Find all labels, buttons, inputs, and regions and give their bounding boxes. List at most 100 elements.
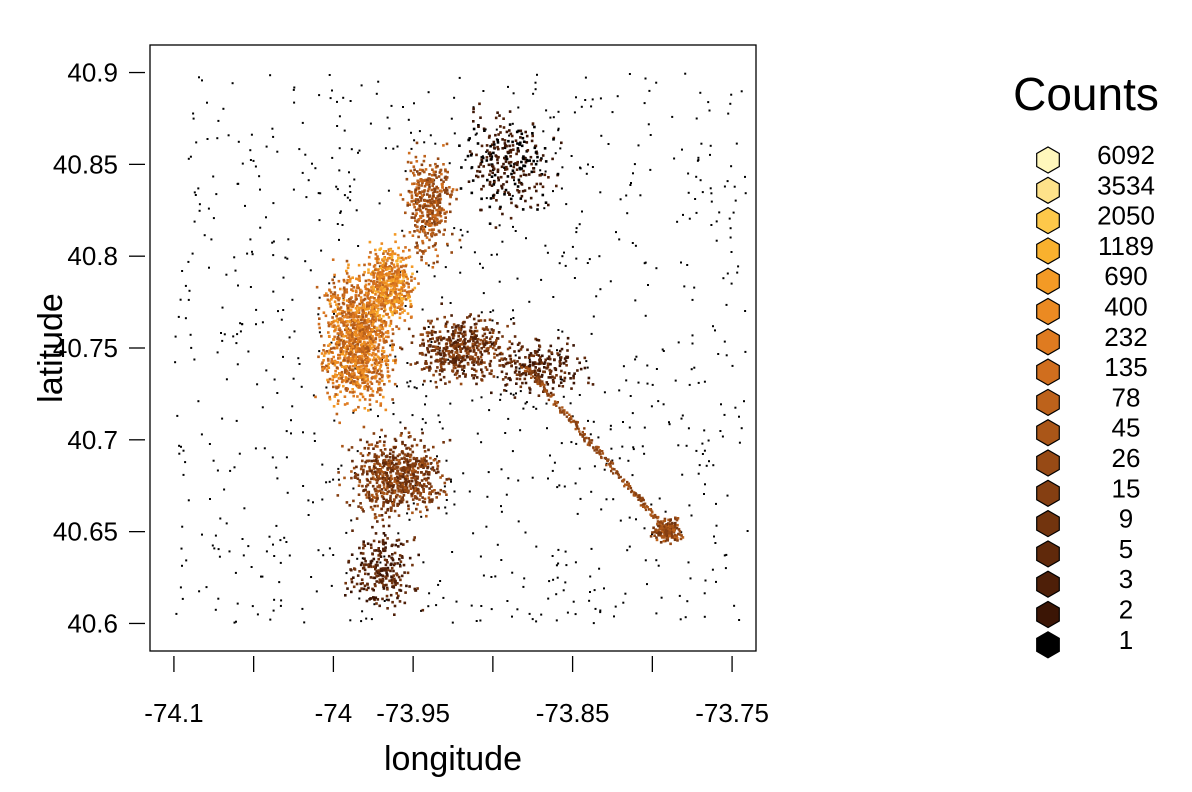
data-point <box>677 532 680 536</box>
data-point <box>446 244 449 247</box>
data-point <box>420 184 423 187</box>
data-point <box>528 391 532 394</box>
data-point <box>379 436 381 439</box>
data-point <box>374 466 377 470</box>
data-point <box>517 349 521 353</box>
data-point <box>394 270 397 273</box>
data-point <box>479 362 483 366</box>
data-point <box>695 175 698 178</box>
data-point <box>432 219 436 222</box>
data-point <box>375 560 379 564</box>
data-point <box>429 338 432 341</box>
data-point <box>463 364 466 368</box>
data-point <box>258 175 261 178</box>
data-point <box>385 299 389 303</box>
data-point <box>713 535 715 538</box>
data-point <box>354 327 357 331</box>
data-point <box>336 402 340 405</box>
data-point <box>372 447 375 450</box>
data-point <box>695 449 698 452</box>
data-point <box>408 484 412 488</box>
data-point <box>563 251 565 254</box>
data-point <box>424 505 428 509</box>
data-point <box>317 549 320 552</box>
data-point <box>332 554 335 556</box>
data-point <box>412 538 416 542</box>
data-point <box>400 287 404 290</box>
data-point <box>460 347 464 350</box>
data-point <box>508 123 512 126</box>
data-point <box>272 135 275 138</box>
data-point <box>379 357 382 360</box>
data-point <box>384 461 387 464</box>
data-point <box>351 358 354 362</box>
data-point <box>371 375 374 379</box>
data-point <box>570 441 573 444</box>
data-point <box>390 477 394 480</box>
data-point <box>380 307 383 311</box>
data-point <box>386 588 389 591</box>
data-point <box>367 278 370 282</box>
data-point <box>339 211 342 214</box>
data-point <box>272 290 275 293</box>
data-point <box>438 171 442 174</box>
data-point <box>432 170 436 174</box>
data-point <box>331 381 335 385</box>
data-point <box>441 357 444 360</box>
data-point <box>321 361 324 364</box>
data-point <box>395 275 399 278</box>
data-point <box>695 117 698 120</box>
data-point <box>335 386 338 390</box>
data-point <box>364 347 368 350</box>
data-point <box>434 166 438 169</box>
data-point <box>364 559 367 563</box>
data-point <box>343 315 346 319</box>
data-point <box>382 504 385 508</box>
data-point <box>386 257 390 260</box>
data-point <box>380 323 383 327</box>
data-point <box>373 297 376 300</box>
data-point <box>339 287 342 291</box>
data-point <box>412 203 416 206</box>
data-point <box>430 341 433 343</box>
data-point <box>673 538 677 541</box>
data-point <box>372 288 375 292</box>
data-point <box>564 264 567 267</box>
data-point <box>485 341 488 345</box>
data-point <box>462 354 466 358</box>
data-point <box>509 378 512 382</box>
data-point <box>373 271 376 275</box>
data-point <box>673 157 676 160</box>
data-point <box>433 206 436 210</box>
data-point <box>373 353 377 356</box>
data-point <box>388 480 392 483</box>
data-point <box>338 328 342 332</box>
data-point <box>445 192 449 195</box>
data-point <box>399 346 402 349</box>
data-point <box>424 477 428 481</box>
data-point <box>421 214 425 218</box>
data-point <box>579 497 582 500</box>
data-point <box>629 184 632 186</box>
data-point <box>472 363 476 367</box>
data-point <box>435 217 439 221</box>
data-point <box>421 206 425 210</box>
data-point <box>416 198 420 201</box>
data-point <box>376 390 379 394</box>
data-point <box>367 262 371 266</box>
data-point <box>419 196 422 199</box>
data-point <box>349 199 352 202</box>
data-point <box>361 610 364 613</box>
data-point <box>437 359 440 362</box>
data-point <box>356 346 360 350</box>
data-point <box>373 280 376 283</box>
data-point <box>431 349 435 352</box>
data-point <box>287 238 290 241</box>
data-point <box>482 345 486 349</box>
data-point <box>428 500 431 504</box>
data-point <box>631 474 634 477</box>
data-point <box>428 224 431 227</box>
data-point <box>368 358 372 361</box>
data-point <box>337 302 341 306</box>
data-point <box>358 546 361 550</box>
